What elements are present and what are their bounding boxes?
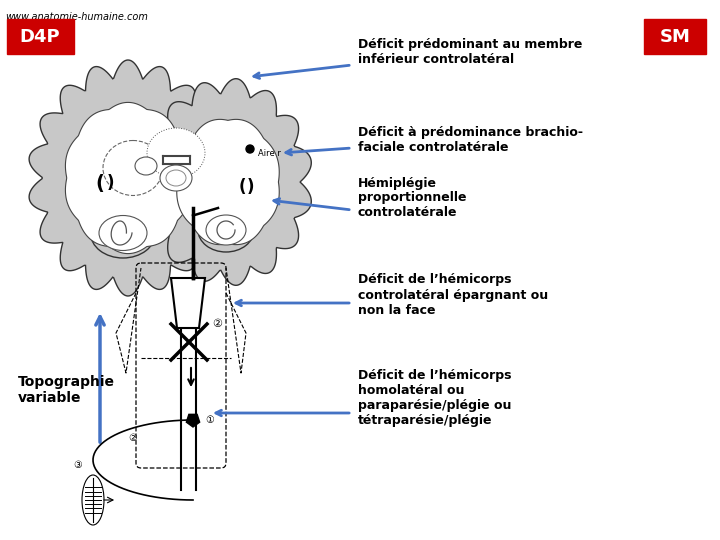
Text: SM: SM xyxy=(660,28,690,46)
Text: Déficit prédominant au membre
inférieur controlatéral: Déficit prédominant au membre inférieur … xyxy=(358,38,582,66)
Ellipse shape xyxy=(160,165,192,191)
Text: ②: ② xyxy=(128,433,137,443)
Text: Déficit de l’hémicorps
controlatéral épargnant ou
non la face: Déficit de l’hémicorps controlatéral épa… xyxy=(358,273,548,316)
FancyBboxPatch shape xyxy=(644,19,706,54)
Text: Hémiplégie
proportionnelle
controlatérale: Hémiplégie proportionnelle controlatéral… xyxy=(358,177,467,219)
Text: (: ( xyxy=(238,178,246,196)
Polygon shape xyxy=(66,103,191,254)
Text: www.anatomie-humaine.com: www.anatomie-humaine.com xyxy=(5,12,148,22)
Polygon shape xyxy=(143,79,311,285)
FancyBboxPatch shape xyxy=(7,19,74,54)
Text: Déficit de l’hémicorps
homolatéral ou
paraparésie/plégie ou
tétraparésie/plégie: Déficit de l’hémicorps homolatéral ou pa… xyxy=(358,369,511,427)
Text: ②: ② xyxy=(212,319,222,329)
Ellipse shape xyxy=(99,215,147,251)
Ellipse shape xyxy=(135,157,157,175)
Text: (: ( xyxy=(96,173,104,192)
Text: Déficit à prédominance brachio-
faciale controlatérale: Déficit à prédominance brachio- faciale … xyxy=(358,126,583,154)
Ellipse shape xyxy=(103,140,163,195)
Polygon shape xyxy=(171,278,205,328)
Ellipse shape xyxy=(166,170,186,186)
Text: ): ) xyxy=(107,174,114,192)
Ellipse shape xyxy=(147,128,205,178)
Text: ): ) xyxy=(246,178,253,196)
Circle shape xyxy=(246,145,254,153)
Text: ①: ① xyxy=(205,415,214,425)
Text: Aire r: Aire r xyxy=(258,150,281,159)
Text: D4P: D4P xyxy=(19,28,60,46)
Ellipse shape xyxy=(91,208,156,258)
Polygon shape xyxy=(176,119,279,245)
Polygon shape xyxy=(29,60,227,296)
Ellipse shape xyxy=(206,215,246,245)
Text: ③: ③ xyxy=(73,460,82,470)
Text: Topographie
variable: Topographie variable xyxy=(18,375,115,405)
Ellipse shape xyxy=(198,208,254,252)
